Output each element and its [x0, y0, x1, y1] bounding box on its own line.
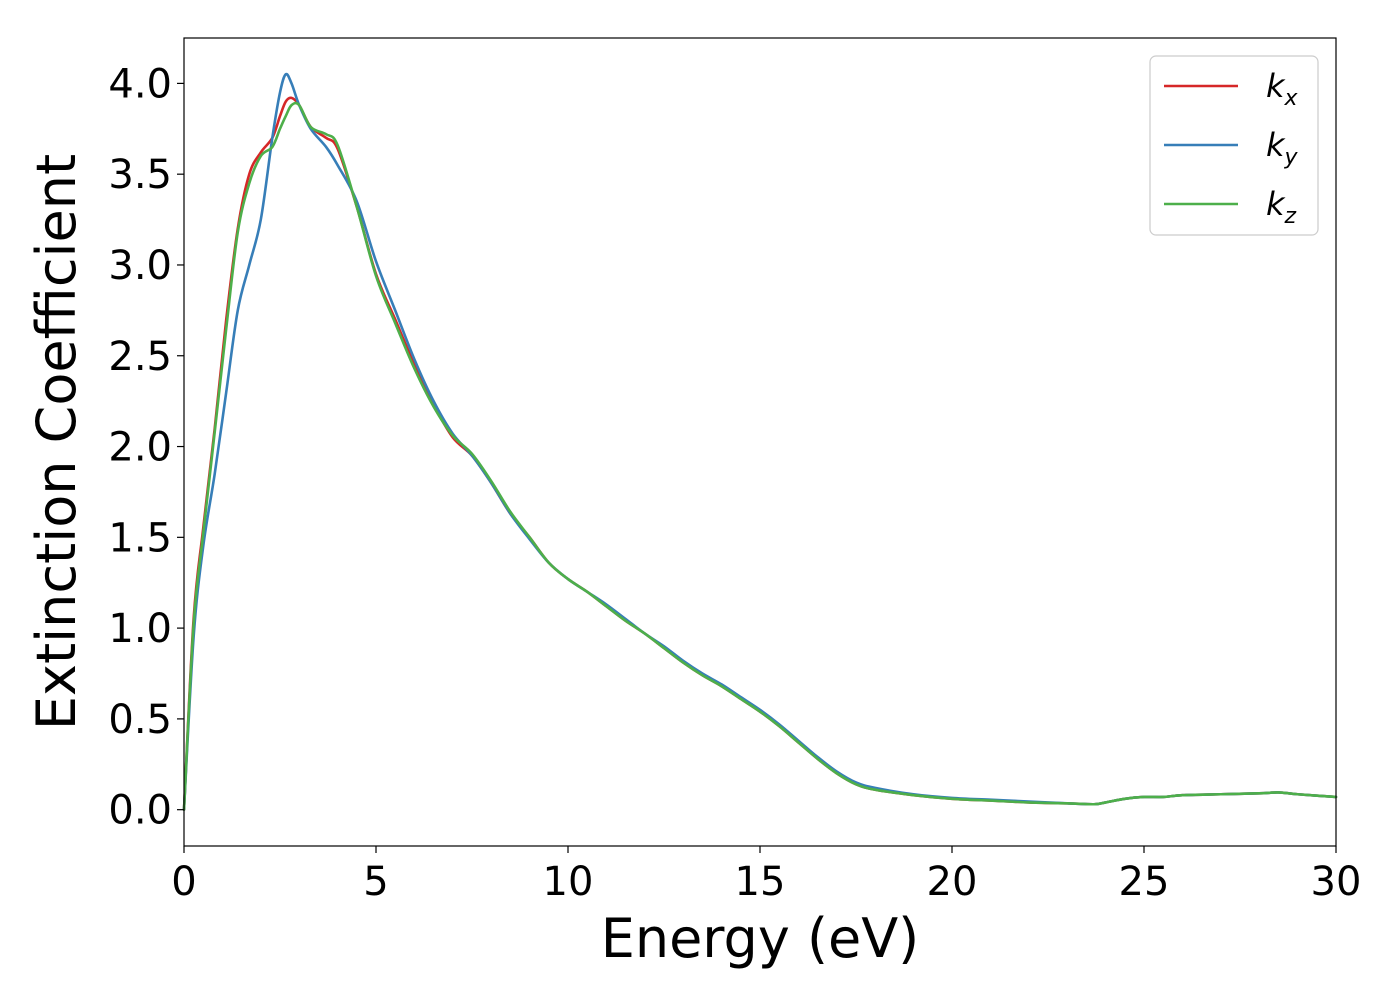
- legend: kx ky kz: [1149, 55, 1319, 236]
- y-tick-label: 0.0: [108, 788, 172, 834]
- x-tick-label: 30: [1311, 859, 1362, 905]
- x-tick-label: 20: [927, 859, 978, 905]
- y-tick-label: 3.0: [108, 243, 172, 289]
- legend-label-k-x: kx: [1266, 67, 1299, 111]
- y-axis-ticks: 0.0 0.5 1.0 1.5 2.0 2.5 3.0 3.5 4.0: [108, 61, 184, 834]
- y-tick-label: 4.0: [108, 61, 172, 107]
- legend-label-k-z: kz: [1266, 185, 1297, 229]
- y-tick-label: 2.5: [108, 334, 172, 380]
- y-tick-label: 2.0: [108, 425, 172, 471]
- legend-label-k-y: ky: [1266, 126, 1299, 170]
- y-tick-label: 1.0: [108, 606, 172, 652]
- x-tick-label: 25: [1119, 859, 1170, 905]
- y-axis-title: Extinction Coefficient: [25, 154, 88, 730]
- x-tick-label: 0: [171, 859, 196, 905]
- x-tick-label: 10: [543, 859, 594, 905]
- x-tick-label: 15: [735, 859, 786, 905]
- y-tick-label: 0.5: [108, 697, 172, 743]
- x-axis-title: Energy (eV): [601, 907, 920, 970]
- x-axis-ticks: 0 5 10 15 20 25 30: [171, 846, 1361, 905]
- series-line-k-z: [182, 101, 1338, 811]
- y-tick-label: 1.5: [108, 515, 172, 561]
- x-tick-label: 5: [363, 859, 388, 905]
- series-layer: [182, 72, 1338, 811]
- y-tick-label: 3.5: [108, 152, 172, 198]
